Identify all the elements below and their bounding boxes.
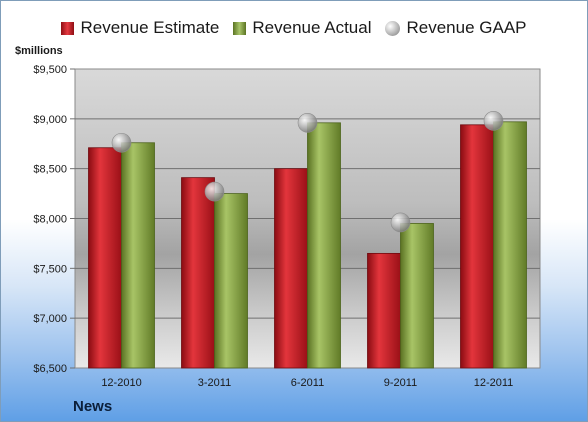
bar-revenue-actual	[400, 223, 434, 369]
bar-revenue-estimate	[367, 252, 401, 369]
y-tick-label: $6,500	[33, 363, 67, 375]
chart-legend: Revenue Estimate Revenue Actual Revenue …	[1, 15, 587, 41]
legend-item-gaap: Revenue GAAP	[385, 15, 527, 41]
bar-revenue-estimate	[274, 168, 308, 369]
y-tick-label: $9,000	[33, 114, 67, 126]
y-tick-labels: $6,500 $7,000 $7,500 $8,000 $8,500 $9,000 $9,5…	[33, 64, 75, 375]
gaap-marks	[111, 111, 504, 233]
marker-revenue-gaap	[483, 111, 504, 131]
x-tick-label: 6-2011	[291, 377, 324, 389]
bar-marks	[88, 121, 527, 369]
legend-item-estimate: Revenue Estimate	[61, 15, 219, 41]
legend-label-estimate: Revenue Estimate	[80, 18, 220, 37]
marker-revenue-gaap	[297, 113, 318, 133]
y-axis-unit-label: $millions	[15, 45, 63, 57]
y-tick-label: $7,000	[33, 313, 67, 325]
marker-revenue-gaap	[204, 181, 225, 202]
marker-revenue-gaap	[111, 132, 132, 153]
x-tick-labels: 12-2010 3-2011 6-2011 9-2011 12-2011	[101, 377, 513, 389]
y-tick-label: $8,000	[33, 214, 67, 226]
x-tick-label: 3-2011	[198, 377, 231, 389]
bar-revenue-actual	[307, 122, 341, 369]
bar-revenue-actual	[214, 193, 248, 369]
y-tick-label: $8,500	[33, 164, 67, 176]
bar-revenue-actual	[121, 142, 155, 369]
legend-label-actual: Revenue Actual	[252, 18, 372, 37]
y-tick-label: $7,500	[33, 263, 67, 275]
bar-revenue-estimate	[181, 177, 215, 369]
x-tick-label: 9-2011	[384, 377, 417, 389]
footer-label: News	[73, 398, 113, 415]
bar-revenue-estimate	[460, 124, 494, 369]
legend-item-actual: Revenue Actual	[233, 15, 371, 41]
legend-marker-gaap	[385, 20, 401, 36]
y-tick-label: $9,500	[33, 64, 67, 76]
legend-swatch-estimate	[61, 21, 75, 35]
marker-revenue-gaap	[390, 212, 411, 233]
x-tick-label: 12-2010	[101, 377, 141, 389]
legend-label-gaap: Revenue GAAP	[406, 18, 527, 37]
x-tick-label: 12-2011	[474, 377, 514, 389]
bar-revenue-estimate	[88, 147, 122, 369]
legend-swatch-actual	[233, 21, 247, 35]
bar-revenue-actual	[493, 121, 527, 369]
